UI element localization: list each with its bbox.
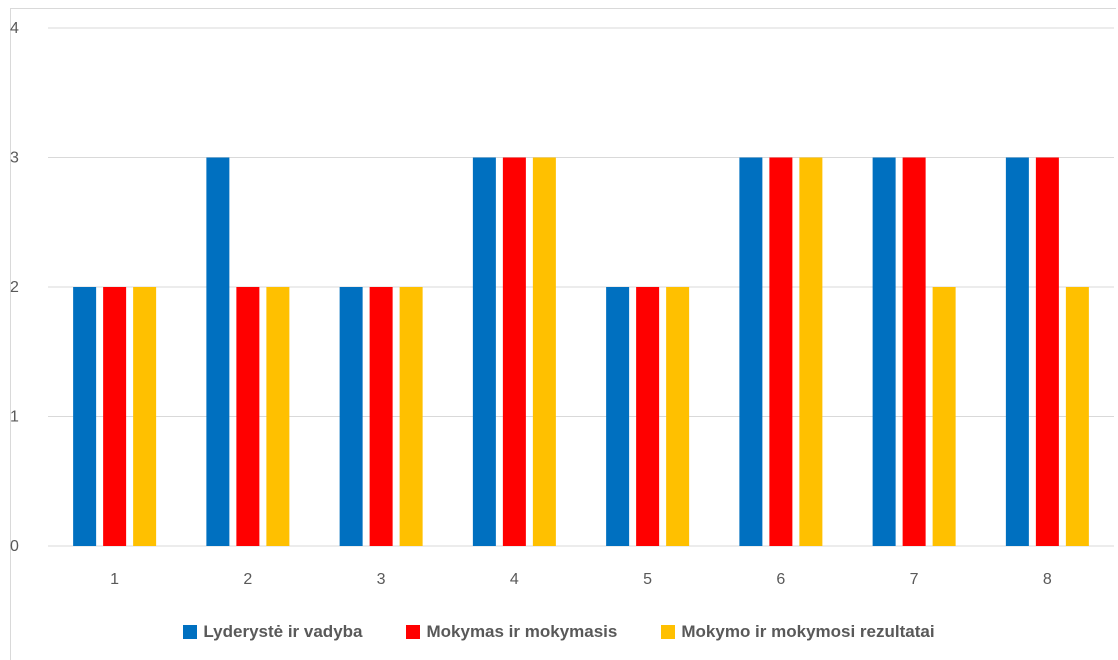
bar-series3-cat7 [932, 287, 956, 546]
bar-series2-cat1 [103, 287, 127, 546]
y-tick-label: 4 [10, 20, 19, 37]
legend-item-lyderyste: Lyderystė ir vadyba [183, 622, 362, 642]
bar-series1-cat8 [1005, 157, 1029, 546]
x-tick-label: 4 [510, 571, 519, 588]
legend-swatch-mokymas [406, 625, 421, 639]
legend-swatch-lyderyste [183, 625, 198, 639]
bar-series3-cat5 [666, 287, 690, 546]
x-tick-label: 8 [1043, 571, 1052, 588]
legend-label-rezultatai: Mokymo ir mokymosi rezultatai [681, 622, 935, 641]
x-tick-label: 3 [377, 571, 386, 588]
legend-item-rezultatai: Mokymo ir mokymosi rezultatai [661, 622, 935, 642]
bar-series2-cat7 [902, 157, 926, 546]
bar-series1-cat2 [206, 157, 230, 546]
bar-series2-cat5 [636, 287, 660, 546]
bar-series1-cat1 [73, 287, 97, 546]
bar-series1-cat4 [472, 157, 496, 546]
bar-series3-cat6 [799, 157, 823, 546]
y-tick-label: 2 [10, 279, 19, 296]
bar-series3-cat4 [532, 157, 556, 546]
bar-series3-cat1 [133, 287, 157, 546]
bar-series3-cat2 [266, 287, 290, 546]
y-axis-ticks: 0 1 2 3 4 [10, 20, 19, 555]
y-tick-label: 1 [10, 409, 19, 426]
bar-series2-cat4 [502, 157, 526, 546]
y-tick-label: 3 [10, 150, 19, 167]
legend: Lyderystė ir vadyba Mokymas ir mokymasis… [0, 620, 1118, 644]
y-tick-label: 0 [10, 538, 19, 555]
chart-frame [10, 8, 1116, 660]
bar-series2-cat6 [769, 157, 793, 546]
legend-item-mokymas: Mokymas ir mokymasis [406, 622, 617, 642]
x-axis-ticks: 1 2 3 4 5 6 7 8 [110, 571, 1052, 588]
x-tick-label: 5 [643, 571, 652, 588]
bar-series1-cat3 [339, 287, 363, 546]
bar-series1-cat5 [606, 287, 630, 546]
bar-series3-cat3 [399, 287, 423, 546]
x-tick-label: 6 [776, 571, 785, 588]
bar-series2-cat8 [1035, 157, 1059, 546]
bar-series3-cat8 [1065, 287, 1089, 546]
legend-swatch-rezultatai [661, 625, 676, 639]
bar-series2-cat2 [236, 287, 260, 546]
bar-series1-cat6 [739, 157, 763, 546]
legend-label-mokymas: Mokymas ir mokymasis [426, 622, 618, 641]
bar-series1-cat7 [872, 157, 896, 546]
bar-series2-cat3 [369, 287, 393, 546]
x-tick-label: 7 [910, 571, 919, 588]
legend-label-lyderyste: Lyderystė ir vadyba [203, 622, 363, 641]
x-tick-label: 1 [110, 571, 119, 588]
x-tick-label: 2 [243, 571, 252, 588]
bars [73, 157, 1089, 546]
bar-chart: 0 1 2 3 4 1 2 3 4 5 6 7 8 [10, 20, 1114, 588]
